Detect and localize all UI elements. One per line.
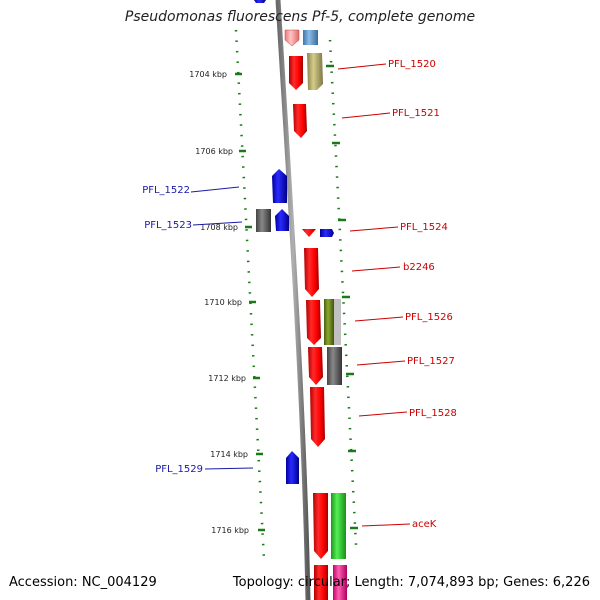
- gene-label: PFL_1522: [142, 185, 190, 196]
- accession-text: Accession: NC_004129: [9, 575, 157, 590]
- gene-arrow: [308, 347, 323, 385]
- tick-label: 1716 kbp: [211, 526, 249, 535]
- gene-label: PFL_1528: [409, 408, 457, 419]
- genome-backbone: [275, 0, 311, 600]
- gene-label: PFL_1524: [400, 222, 448, 233]
- label-leader-lines: [190, 63, 411, 527]
- major-ticks-left: [235, 72, 265, 532]
- gene-label: PFL_1520: [388, 59, 436, 70]
- topology-text: Topology: circular; Length: 7,074,893 bp…: [232, 575, 590, 590]
- gene-label: PFL_1521: [392, 108, 440, 119]
- gene-arrow: [313, 493, 328, 559]
- gene-label: b2246: [403, 262, 435, 273]
- gene-arrow: [254, 0, 266, 3]
- gene-block: [314, 565, 328, 600]
- major-ticks-right: [326, 64, 358, 530]
- gene-arrow: [284, 29, 300, 47]
- gene-arrow: [304, 248, 319, 297]
- gene-block: [331, 493, 346, 559]
- gene-arrow: [302, 229, 316, 237]
- reverse-strand-genes: [254, 0, 334, 484]
- gene-arrow: [293, 104, 307, 138]
- gene-label: PFL_1526: [405, 312, 453, 323]
- forward-strand-genes: [284, 29, 328, 600]
- gene-arrow: [320, 229, 334, 237]
- gene-label: PFL_1529: [155, 464, 203, 475]
- gene-arrow: [306, 300, 321, 345]
- gene-arrow: [310, 387, 325, 447]
- tick-label: 1704 kbp: [189, 70, 227, 79]
- gene-arrow: [275, 209, 289, 231]
- gene-label: PFL_1527: [407, 356, 455, 367]
- gene-arrow: [272, 169, 287, 203]
- gene-block: [334, 299, 341, 345]
- gene-arrow: [307, 53, 323, 90]
- gene-arrow: [286, 451, 299, 484]
- gene-label: PFL_1523: [144, 220, 192, 231]
- tick-labels: 1704 kbp 1706 kbp 1708 kbp 1710 kbp 1712…: [189, 70, 249, 535]
- tick-label: 1712 kbp: [208, 374, 246, 383]
- other-genes: [256, 30, 347, 600]
- gene-labels-left: PFL_1522 PFL_1523 PFL_1529: [142, 185, 203, 475]
- tick-label: 1708 kbp: [200, 223, 238, 232]
- gene-block: [327, 347, 342, 385]
- gene-block: [303, 30, 318, 45]
- gene-labels-right: PFL_1520 PFL_1521 PFL_1524 b2246 PFL_152…: [388, 59, 457, 530]
- tick-label: 1714 kbp: [210, 450, 248, 459]
- genome-title: Pseudomonas fluorescens Pf-5, complete g…: [124, 9, 476, 25]
- gene-label: aceK: [412, 519, 437, 530]
- tick-track-right: [328, 39, 358, 546]
- tick-label: 1710 kbp: [204, 298, 242, 307]
- gene-block: [333, 565, 347, 600]
- tick-track-left: [234, 29, 266, 561]
- gene-block: [324, 299, 334, 345]
- gene-block: [256, 209, 271, 232]
- gene-arrow: [289, 56, 303, 90]
- tick-label: 1706 kbp: [195, 147, 233, 156]
